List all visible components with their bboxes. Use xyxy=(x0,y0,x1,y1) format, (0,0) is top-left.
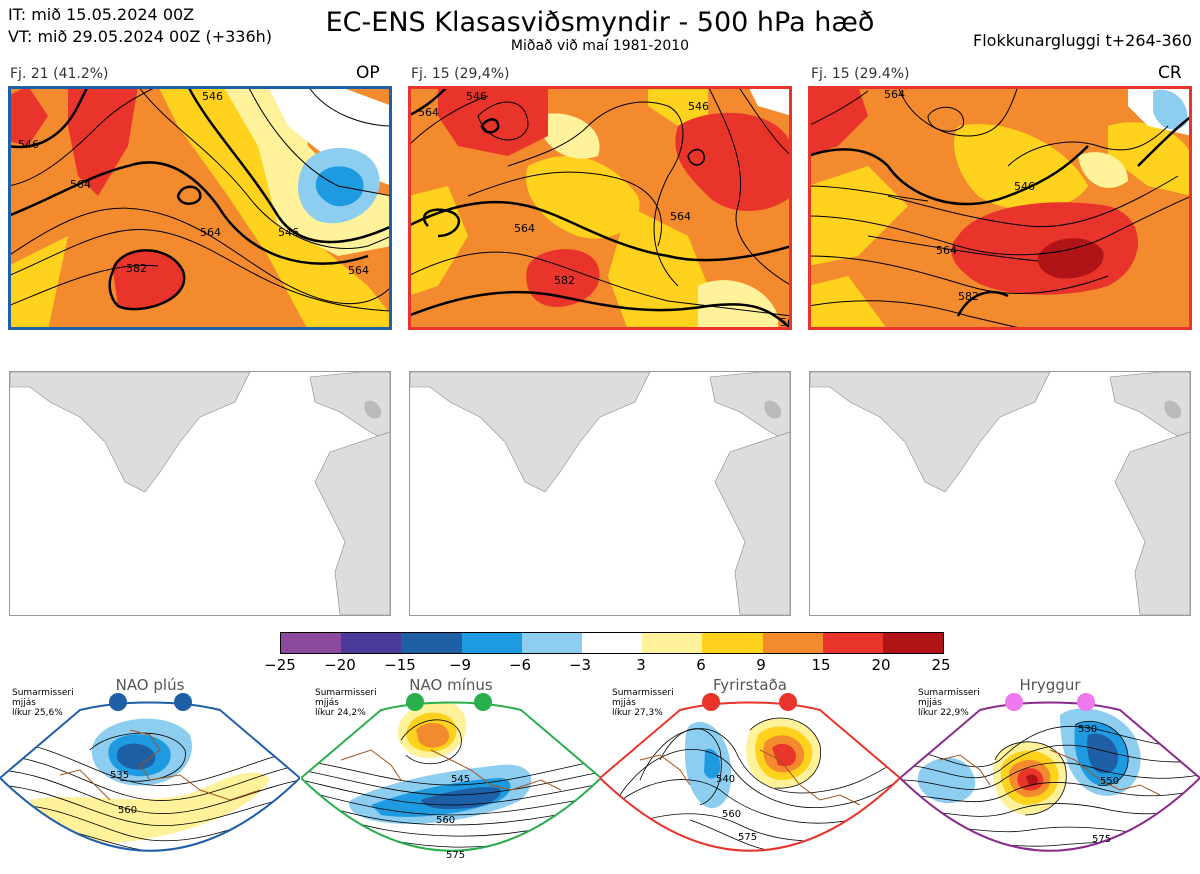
header-left: IT: mið 15.05.2024 00Z VT: mið 29.05.202… xyxy=(8,4,272,48)
cluster-2-contour-label: 564 xyxy=(514,222,535,235)
cluster-3-contour-label: 582 xyxy=(958,290,979,303)
cluster-1-count: Fj. 21 (41.2%) xyxy=(10,66,109,82)
colorbar-swatch xyxy=(581,633,643,653)
regime-3-contour-label: 560 xyxy=(722,809,741,820)
cluster-2-contour-label: 546 xyxy=(466,90,487,103)
cluster-2-contour-label: 564 xyxy=(418,106,439,119)
colorbar-tick-label: 9 xyxy=(756,656,766,674)
colorbar-swatch xyxy=(702,633,763,653)
regime-2-map: 545 560 575 xyxy=(299,690,603,870)
colorbar-swatch xyxy=(642,633,703,653)
regime-1-map: 535 560 xyxy=(0,690,302,870)
regime-3-contour-label: 575 xyxy=(738,832,757,843)
colorbar-tick-label: −25 xyxy=(264,656,296,674)
page-subtitle: Miðað við maí 1981-2010 xyxy=(510,38,690,54)
regime-3-spread: mjjás xyxy=(612,698,636,708)
cluster-1-map: 546 564 546 564 582 546 564 xyxy=(8,86,392,330)
cluster-1-contour-label: 564 xyxy=(348,264,369,277)
colorbar-tick-label: −6 xyxy=(508,656,532,674)
regime-4-contour-label: 575 xyxy=(1092,834,1111,845)
regime-4-contour-label: 530 xyxy=(1078,724,1097,735)
regime-3-title: Fyrirstaða xyxy=(713,676,787,694)
cluster-2-frame xyxy=(408,86,792,330)
colorbar-swatch xyxy=(461,633,522,653)
cluster-1-contour-label: 546 xyxy=(278,226,299,239)
page-title: EC-ENS Klasasviðsmyndir - 500 hPa hæð xyxy=(325,7,875,38)
regime-4-map: 530 550 575 xyxy=(898,690,1200,870)
colorbar-tick-label: 20 xyxy=(871,656,891,674)
cluster-1-tag: OP xyxy=(356,63,380,83)
regime-1-spread: mjjás xyxy=(12,698,36,708)
cluster-2-contour-label: 564 xyxy=(670,210,691,223)
colorbar-swatch xyxy=(401,633,462,653)
cluster-1-contour-label: 564 xyxy=(200,226,221,239)
colorbar-swatch xyxy=(882,633,944,653)
regime-2-note: Sumarmisseri mjjás líkur 24,2% xyxy=(315,688,377,718)
colorbar xyxy=(280,632,944,654)
cluster-1-contour-label: 564 xyxy=(70,178,91,191)
regime-2-likelihood: líkur 24,2% xyxy=(315,708,366,718)
regime-1-note: Sumarmisseri mjjás líkur 25,6% xyxy=(12,688,74,718)
colorbar-tick-label: −9 xyxy=(448,656,472,674)
colorbar-tick-label: 15 xyxy=(811,656,831,674)
cluster-3-count: Fj. 15 (29.4%) xyxy=(811,66,910,82)
regime-2-contour-label: 560 xyxy=(436,815,455,826)
colorbar-swatch xyxy=(281,633,342,653)
regime-1-title: NAO plús xyxy=(115,676,185,694)
colorbar-tick-label: 6 xyxy=(696,656,706,674)
colorbar-tick-label: 25 xyxy=(931,656,951,674)
valid-time: VT: mið 29.05.2024 00Z (+336h) xyxy=(8,27,273,46)
cluster-3-frame xyxy=(808,86,1192,330)
colorbar-swatch xyxy=(341,633,402,653)
regime-4-title: Hryggur xyxy=(1019,676,1081,694)
regime-3-note: Sumarmisseri mjjás líkur 27,3% xyxy=(612,688,674,718)
cluster-2-contour-label: 546 xyxy=(688,100,709,113)
regime-3-season: Sumarmisseri xyxy=(612,688,674,698)
cluster-2-contour-label: 582 xyxy=(554,274,575,287)
cluster-1-contour-label: 582 xyxy=(126,262,147,275)
base-map-3 xyxy=(809,371,1191,616)
base-map-2 xyxy=(409,371,791,616)
cluster-3-tag: CR xyxy=(1158,63,1182,83)
regime-2-season: Sumarmisseri xyxy=(315,688,377,698)
regime-4-season: Sumarmisseri xyxy=(918,688,980,698)
regime-3-likelihood: líkur 27,3% xyxy=(612,708,663,718)
colorbar-tick-label: 3 xyxy=(636,656,646,674)
clustering-window: Flokkunargluggi t+264-360 xyxy=(973,31,1192,50)
regime-2-contour-label: 545 xyxy=(451,774,470,785)
cluster-2-count: Fj. 15 (29,4%) xyxy=(411,66,510,82)
cluster-1-contour-label: 546 xyxy=(18,138,39,151)
colorbar-tick-label: −20 xyxy=(324,656,356,674)
regime-3-map: 540 560 575 xyxy=(598,690,902,870)
base-map-1 xyxy=(9,371,391,616)
regime-4-spread: mjjás xyxy=(918,698,942,708)
cluster-3-contour-label: 564 xyxy=(884,88,905,101)
regime-1-season: Sumarmisseri xyxy=(12,688,74,698)
cluster-2-map: 564 546 564 582 546 564 564 xyxy=(408,86,792,330)
regime-1-contour-label: 560 xyxy=(118,805,137,816)
regime-4-likelihood: líkur 22,9% xyxy=(918,708,969,718)
regime-2-contour-label: 575 xyxy=(446,850,465,861)
colorbar-swatch xyxy=(521,633,582,653)
regime-1-contour-label: 535 xyxy=(110,770,129,781)
regime-2-spread: mjjás xyxy=(315,698,339,708)
colorbar-tick-label: −15 xyxy=(384,656,416,674)
cluster-1-contour-label: 546 xyxy=(202,90,223,103)
colorbar-tick-label: −3 xyxy=(568,656,592,674)
cluster-3-map: 564 546 564 582 xyxy=(808,86,1192,330)
regime-2-title: NAO mínus xyxy=(409,676,493,694)
regime-4-note: Sumarmisseri mjjás líkur 22,9% xyxy=(918,688,980,718)
initial-time: IT: mið 15.05.2024 00Z xyxy=(8,5,195,24)
cluster-3-contour-label: 546 xyxy=(1014,180,1035,193)
colorbar-swatch xyxy=(762,633,823,653)
regime-4-contour-label: 550 xyxy=(1100,776,1119,787)
colorbar-swatch xyxy=(822,633,883,653)
regime-3-contour-label: 540 xyxy=(716,774,735,785)
cluster-3-contour-label: 564 xyxy=(936,244,957,257)
regime-1-likelihood: líkur 25,6% xyxy=(12,708,63,718)
cluster-1-frame xyxy=(8,86,392,330)
